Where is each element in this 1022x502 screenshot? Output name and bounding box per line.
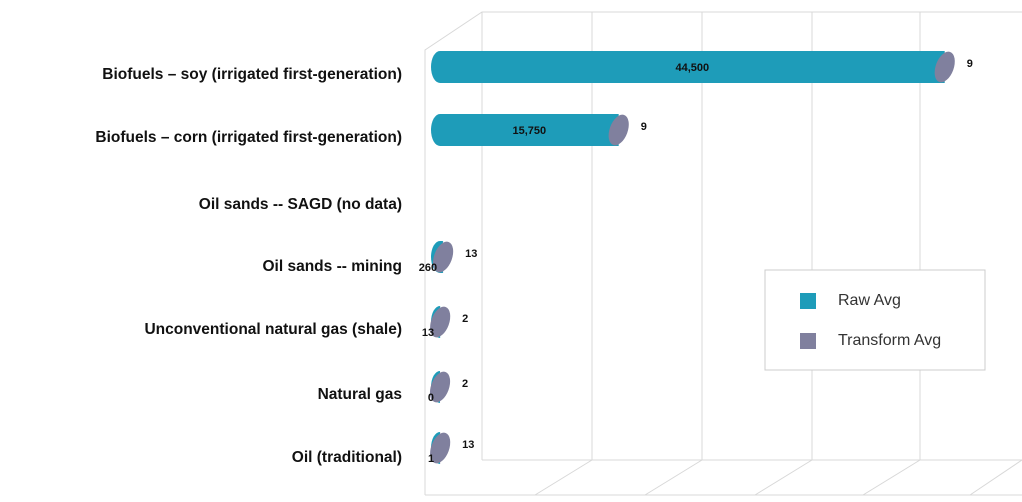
floor-line	[862, 459, 921, 496]
bar-cap	[608, 114, 629, 146]
value-label: 13	[422, 327, 434, 339]
bar-cap	[430, 432, 451, 464]
value-label: 44,500	[675, 62, 709, 74]
legend-box	[764, 269, 986, 371]
bar-cap	[430, 306, 451, 338]
value-label: 15,750	[512, 125, 546, 137]
bar	[431, 114, 619, 146]
bar-cap	[433, 241, 454, 273]
legend-swatch	[800, 333, 816, 349]
bar	[431, 51, 945, 83]
floor-line	[754, 459, 813, 496]
value-label: 2	[462, 313, 468, 325]
wall-edge	[424, 11, 1022, 495]
floor-line	[644, 459, 703, 496]
value-label: 1	[428, 453, 434, 465]
value-label: 0	[428, 392, 434, 404]
legend-swatch	[800, 293, 816, 309]
value-label: 9	[641, 121, 647, 133]
category-label: Natural gas	[318, 386, 402, 403]
floor-line	[969, 459, 1022, 496]
category-label: Oil sands -- SAGD (no data)	[199, 196, 402, 213]
bar-cap	[934, 51, 955, 83]
value-label: 2	[462, 378, 468, 390]
bar-cap	[429, 371, 451, 403]
legend-label: Raw Avg	[838, 292, 901, 309]
value-label: 13	[462, 439, 474, 451]
floor-line	[534, 459, 593, 496]
chart-frame	[424, 11, 1022, 496]
value-label: 260	[419, 262, 437, 274]
value-label: 13	[465, 248, 477, 260]
category-label: Oil sands -- mining	[262, 258, 402, 275]
value-label: 9	[967, 58, 973, 70]
category-label: Biofuels – soy (irrigated first-generati…	[102, 66, 402, 83]
category-label: Unconventional natural gas (shale)	[144, 321, 402, 338]
category-label: Biofuels – corn (irrigated first-generat…	[95, 129, 402, 146]
legend-label: Transform Avg	[838, 332, 941, 349]
category-label: Oil (traditional)	[292, 449, 402, 466]
